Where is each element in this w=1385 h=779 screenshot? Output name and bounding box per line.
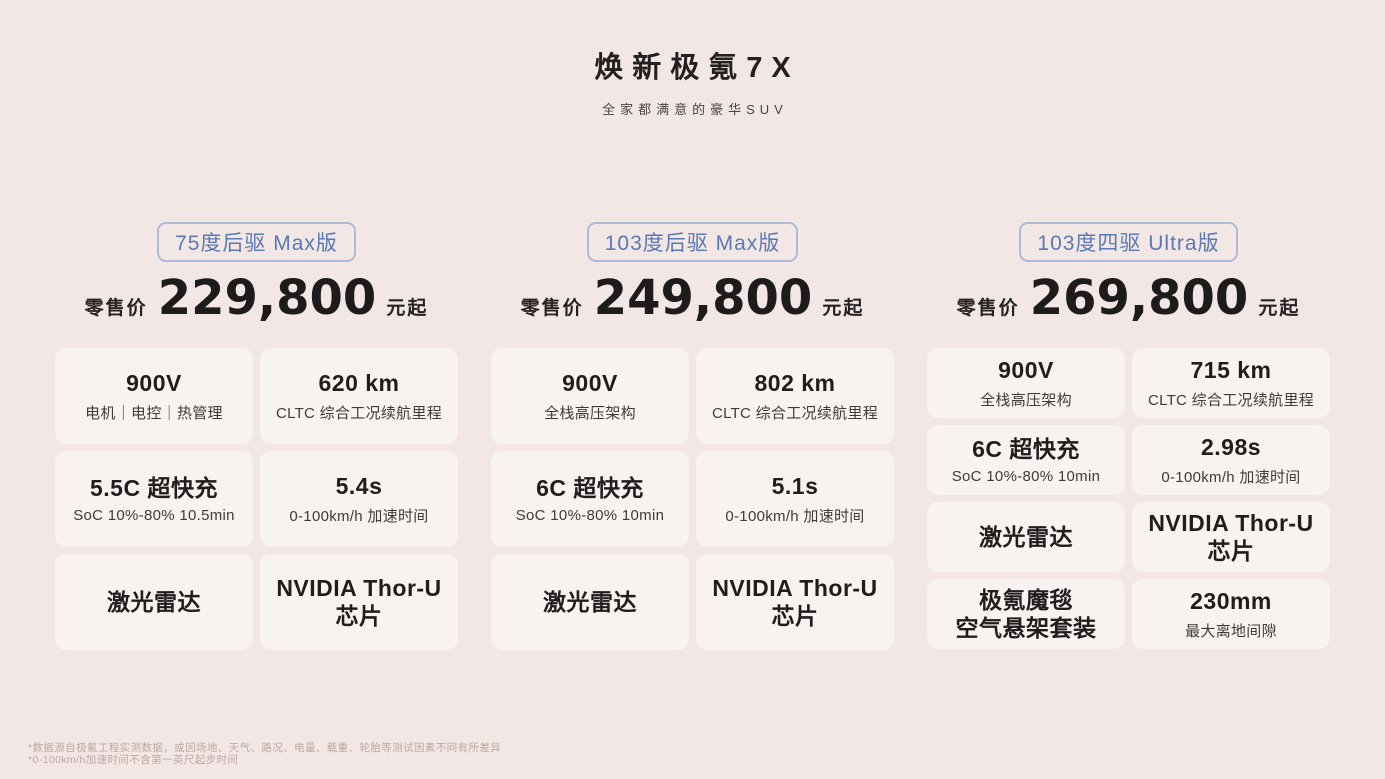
spec-label: CLTC 综合工况续航里程 bbox=[1147, 392, 1315, 410]
footnotes: *数据源自极氪工程实测数据，或因场地、天气、路况、电量、载重、轮胎等测试因素不同… bbox=[28, 742, 501, 766]
spec-value: 900V bbox=[562, 369, 618, 396]
spec-value: 6C 超快充 bbox=[972, 435, 1080, 462]
price-value: 229,800 bbox=[157, 270, 377, 326]
spec-label: 最大离地间隙 bbox=[1185, 623, 1277, 641]
spec-label: 全栈高压架构 bbox=[980, 392, 1072, 410]
price-row: 零售价 249,800 元起 bbox=[521, 270, 865, 326]
price-suffix: 元起 bbox=[822, 298, 865, 319]
spec-cell-lidar: 激光雷达 bbox=[927, 502, 1125, 572]
price-prefix: 零售价 bbox=[84, 298, 148, 319]
spec-cell-acceleration: 2.98s 0-100km/h 加速时间 bbox=[1132, 425, 1330, 495]
spec-cell-ground-clearance: 230mm 最大离地间隙 bbox=[1132, 579, 1330, 649]
spec-value: 900V bbox=[998, 356, 1054, 383]
spec-cell-air-suspension: 极氪魔毯 空气悬架套装 bbox=[927, 579, 1125, 649]
price-prefix: 零售价 bbox=[956, 298, 1020, 319]
trim-column-75-rwd-max: 75度后驱 Max版 零售价 229,800 元起 900V 电机｜电控｜热管理… bbox=[55, 222, 458, 650]
spec-value: 900V bbox=[126, 369, 182, 396]
page-subtitle: 全家都满意的豪华SUV bbox=[602, 102, 788, 117]
spec-value: 620 km bbox=[318, 369, 400, 396]
trim-column-103-rwd-max: 103度后驱 Max版 零售价 249,800 元起 900V 全栈高压架构 8… bbox=[491, 222, 894, 650]
price-suffix: 元起 bbox=[1258, 298, 1301, 319]
price-prefix: 零售价 bbox=[520, 298, 584, 319]
trim-badge-label: 103度后驱 Max版 bbox=[604, 232, 781, 255]
spec-value: NVIDIA Thor-U 芯片 bbox=[712, 574, 878, 629]
spec-cell-voltage: 900V 电机｜电控｜热管理 bbox=[55, 348, 253, 444]
spec-value: 极氪魔毯 空气悬架套装 bbox=[955, 586, 1097, 641]
spec-value: 802 km bbox=[754, 369, 836, 396]
price-value: 269,800 bbox=[1029, 270, 1249, 326]
spec-label: SoC 10%-80% 10min bbox=[515, 507, 665, 525]
price-suffix: 元起 bbox=[386, 298, 429, 319]
spec-grid: 900V 电机｜电控｜热管理 620 km CLTC 综合工况续航里程 5.5C… bbox=[55, 348, 458, 650]
trim-columns: 75度后驱 Max版 零售价 229,800 元起 900V 电机｜电控｜热管理… bbox=[0, 222, 1385, 650]
spec-cell-acceleration: 5.1s 0-100km/h 加速时间 bbox=[696, 451, 894, 547]
price-row: 零售价 229,800 元起 bbox=[85, 270, 429, 326]
price-value: 249,800 bbox=[593, 270, 813, 326]
spec-cell-lidar: 激光雷达 bbox=[491, 554, 689, 650]
trim-badge: 75度后驱 Max版 bbox=[157, 222, 356, 262]
spec-cell-voltage: 900V 全栈高压架构 bbox=[491, 348, 689, 444]
spec-grid: 900V 全栈高压架构 715 km CLTC 综合工况续航里程 6C 超快充 … bbox=[927, 348, 1330, 649]
trim-badge: 103度四驱 Ultra版 bbox=[1019, 222, 1238, 262]
spec-value: 激光雷达 bbox=[107, 588, 201, 615]
spec-label: 全栈高压架构 bbox=[544, 405, 636, 423]
spec-value: 激光雷达 bbox=[543, 588, 637, 615]
spec-label: SoC 10%-80% 10min bbox=[951, 468, 1101, 486]
page-header: 焕新极氪7X 全家都满意的豪华SUV bbox=[0, 0, 1385, 118]
spec-cell-charging: 6C 超快充 SoC 10%-80% 10min bbox=[927, 425, 1125, 495]
trim-badge: 103度后驱 Max版 bbox=[586, 222, 799, 262]
footnote-line-1: *数据源自极氪工程实测数据，或因场地、天气、路况、电量、载重、轮胎等测试因素不同… bbox=[28, 742, 502, 754]
spec-value: 6C 超快充 bbox=[536, 474, 644, 501]
spec-value: 715 km bbox=[1190, 356, 1272, 383]
spec-value: 5.1s bbox=[771, 472, 819, 499]
spec-cell-charging: 6C 超快充 SoC 10%-80% 10min bbox=[491, 451, 689, 547]
spec-value: NVIDIA Thor-U 芯片 bbox=[1148, 509, 1314, 564]
spec-cell-acceleration: 5.4s 0-100km/h 加速时间 bbox=[260, 451, 458, 547]
spec-label: CLTC 综合工况续航里程 bbox=[711, 405, 879, 423]
spec-value: NVIDIA Thor-U 芯片 bbox=[276, 574, 442, 629]
price-row: 零售价 269,800 元起 bbox=[957, 270, 1301, 326]
spec-label: 0-100km/h 加速时间 bbox=[1161, 469, 1301, 487]
spec-grid: 900V 全栈高压架构 802 km CLTC 综合工况续航里程 6C 超快充 … bbox=[491, 348, 894, 650]
spec-label: SoC 10%-80% 10.5min bbox=[73, 507, 235, 525]
spec-cell-chip: NVIDIA Thor-U 芯片 bbox=[1132, 502, 1330, 572]
spec-cell-chip: NVIDIA Thor-U 芯片 bbox=[696, 554, 894, 650]
spec-label: 电机｜电控｜热管理 bbox=[85, 405, 223, 423]
spec-value: 激光雷达 bbox=[979, 523, 1073, 550]
spec-cell-charging: 5.5C 超快充 SoC 10%-80% 10.5min bbox=[55, 451, 253, 547]
spec-cell-range: 620 km CLTC 综合工况续航里程 bbox=[260, 348, 458, 444]
spec-value: 2.98s bbox=[1200, 433, 1262, 460]
spec-value: 230mm bbox=[1190, 587, 1272, 614]
spec-cell-voltage: 900V 全栈高压架构 bbox=[927, 348, 1125, 418]
footnote-line-2: *0-100km/h加速时间不含第一英尺起步时间 bbox=[28, 754, 239, 766]
trim-badge-label: 75度后驱 Max版 bbox=[175, 232, 338, 255]
spec-cell-chip: NVIDIA Thor-U 芯片 bbox=[260, 554, 458, 650]
trim-column-103-awd-ultra: 103度四驱 Ultra版 零售价 269,800 元起 900V 全栈高压架构… bbox=[927, 222, 1330, 650]
spec-value: 5.5C 超快充 bbox=[90, 474, 218, 501]
spec-label: CLTC 综合工况续航里程 bbox=[275, 405, 443, 423]
spec-cell-range: 802 km CLTC 综合工况续航里程 bbox=[696, 348, 894, 444]
page-title: 焕新极氪7X bbox=[594, 52, 800, 84]
spec-value: 5.4s bbox=[335, 472, 383, 499]
spec-cell-lidar: 激光雷达 bbox=[55, 554, 253, 650]
spec-cell-range: 715 km CLTC 综合工况续航里程 bbox=[1132, 348, 1330, 418]
spec-label: 0-100km/h 加速时间 bbox=[725, 508, 865, 526]
spec-label: 0-100km/h 加速时间 bbox=[289, 508, 429, 526]
trim-badge-label: 103度四驱 Ultra版 bbox=[1037, 232, 1220, 255]
